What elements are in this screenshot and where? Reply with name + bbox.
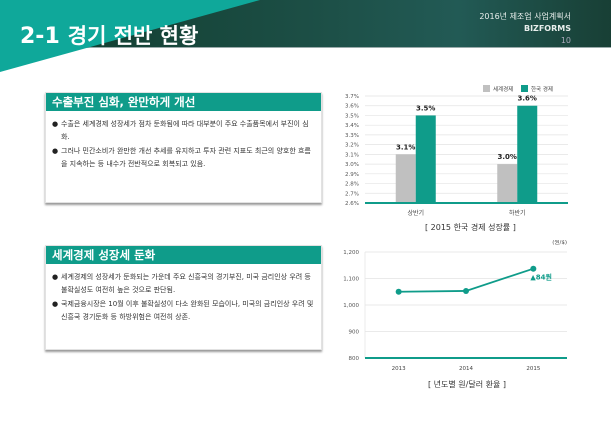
data-point (395, 288, 402, 295)
brand: BIZFORMS (523, 24, 571, 33)
y-tick-label: 900 (349, 330, 360, 336)
section-card-export: 수출부진 심화, 완만하게 개선 수출은 세계경제 성장세가 점차 둔화됨에 따… (45, 92, 322, 203)
section-card-global: 세계경제 성장세 둔화 세계경제의 성장세가 둔화되는 가운데 주요 신흥국의 … (45, 245, 322, 350)
y-tick-label: 1,000 (343, 303, 359, 309)
y-tick-label: 3.5% (345, 113, 359, 119)
bar-world (395, 154, 416, 203)
x-tick-label: 상반기 (407, 209, 424, 217)
x-tick-label: 하반기 (509, 209, 526, 217)
data-point (463, 287, 469, 294)
data-label: 3.1% (396, 143, 415, 151)
y-tick-label: 3.7% (345, 94, 359, 100)
annotation-label: ▲84원 (530, 273, 552, 282)
section-number: 2-1 (20, 24, 60, 49)
y-tick-label: 2.8% (345, 182, 359, 188)
legend-swatch (483, 85, 490, 92)
data-label: 3.5% (416, 104, 435, 112)
y-tick-label: 2.6% (345, 201, 359, 207)
y-tick-label: 1,200 (343, 250, 359, 256)
x-tick-label: 2013 (392, 366, 406, 372)
header-accent-triangle (0, 0, 260, 72)
exchange-line-chart: 1,200 1,100 1,000 900 800 (원/$) 2013 2014 2015 ▲8… (343, 240, 567, 372)
doc-meta: 2016년 제조업 사업계획서 BIZFORMS 10 (479, 11, 571, 47)
y-tick-label: 3.2% (345, 143, 359, 149)
x-tick-label: 2015 (526, 366, 540, 372)
y-tick-label: 3.4% (345, 123, 359, 129)
bullet-item: 국제금융시장은 10월 이후 불확실성이 다소 완화된 모습이나, 미국의 금리… (52, 298, 315, 323)
bullet-item: 세계경제의 성장세가 둔화되는 가운데 주요 신흥국의 경기부진, 미국 금리인… (52, 271, 315, 296)
legend-swatch (521, 85, 528, 92)
section-title: 경기 전반 현황 (67, 24, 199, 48)
data-label: 3.0% (498, 153, 517, 161)
data-point (530, 265, 537, 272)
y-tick-label: 3.0% (345, 162, 359, 168)
y-tick-label: 2.9% (345, 172, 359, 178)
y-tick-label: 3.3% (345, 133, 359, 139)
bar-chart-title: [ 2015 한국 경제 성장률 ] (425, 223, 516, 232)
section-heading: 세계경제 성장세 둔화 (46, 246, 321, 264)
bar-korea (415, 115, 436, 203)
bullet-item: 수출은 세계경제 성장세가 점차 둔화됨에 따라 대부분이 주요 수출품목에서 … (52, 118, 315, 143)
y-tick-label: 2.7% (345, 191, 359, 197)
y-tick-label: 1,100 (343, 277, 359, 283)
page-number: 10 (560, 36, 571, 45)
doc-title: 2016년 제조업 사업계획서 (479, 12, 571, 21)
y-tick-label: 3.1% (345, 152, 359, 158)
y-tick-label: 800 (349, 356, 360, 362)
data-label: 3.6% (518, 95, 537, 103)
line-chart-title: [ 년도별 원/달러 환율 ] (428, 380, 506, 389)
page-title: 2-1 경기 전반 현황 (20, 20, 198, 50)
section-heading: 수출부진 심화, 완만하게 개선 (46, 93, 321, 111)
legend-label: 세계경제 (493, 85, 513, 93)
x-tick-label: 2014 (459, 366, 473, 372)
y-tick-label: 3.6% (345, 104, 359, 110)
growth-bar-chart: 3.7% 3.6% 3.5% 3.4% 3.3% 3.2% 3.1% 3.0% 2.9% 2.8%… (345, 85, 568, 217)
bar-korea (517, 105, 538, 203)
bar-world (497, 164, 518, 203)
legend-label: 한국 경제 (531, 85, 553, 93)
bullet-item: 그러나 민간소비가 완만한 개선 추세를 유지하고 투자 관련 지표도 최근의 … (52, 145, 315, 170)
unit-label: (원/$) (552, 240, 567, 246)
